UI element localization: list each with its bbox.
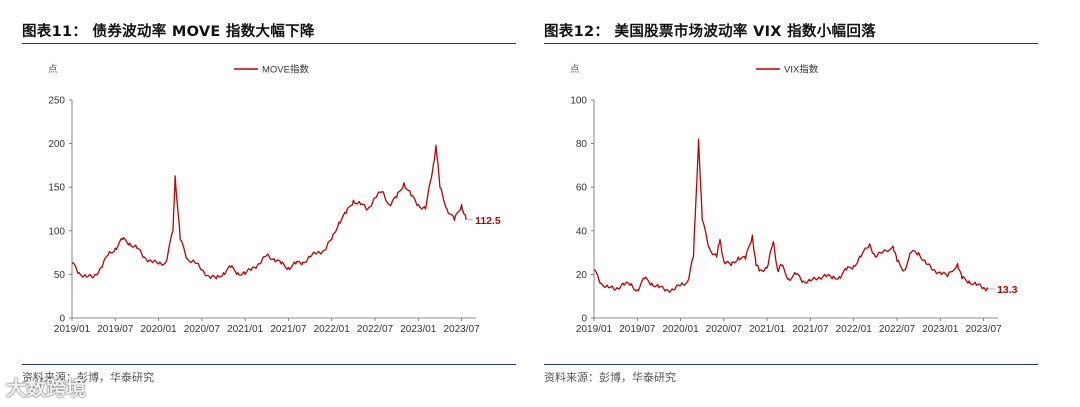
source-divider — [544, 364, 1038, 365]
watermark-logo: 大数跨境 — [6, 376, 86, 400]
x-tick-label: 2019/01 — [54, 324, 91, 335]
chart-title: 图表12： 美国股票市场波动率 VIX 指数小幅回落 — [544, 24, 876, 40]
legend: MOVE指数 — [234, 64, 309, 76]
x-tick-label: 2021/01 — [749, 324, 786, 335]
x-tick-label: 2020/01 — [140, 324, 177, 335]
y-tick-label: 20 — [576, 270, 588, 281]
x-tick-label: 2022/07 — [357, 324, 394, 335]
x-tick-label: 2019/07 — [97, 324, 134, 335]
y-tick-label: 60 — [576, 183, 588, 194]
source-note: 资料来源：彭博，华泰研究 — [544, 371, 676, 384]
y-tick-label: 100 — [48, 226, 65, 237]
x-tick-label: 2021/07 — [270, 324, 307, 335]
y-tick-label: 0 — [581, 314, 587, 325]
y-tick-label: 80 — [576, 139, 588, 150]
unit-label: 点 — [570, 64, 580, 75]
x-tick-label: 2019/07 — [619, 324, 656, 335]
source-note: 资料来源：彭博，华泰研究 — [22, 371, 154, 384]
title-divider — [22, 43, 516, 44]
x-tick-label: 2021/07 — [792, 324, 829, 335]
x-tick-label: 2022/01 — [836, 324, 873, 335]
unit-label: 点 — [48, 64, 58, 75]
vix-chart: 点 VIX指数 0 20 40 60 80 100 2019/01 2019/07 2020/01 2… — [570, 64, 1018, 336]
y-tick-label: 0 — [59, 314, 65, 325]
move-chart: 点 MOVE指数 0 50 100 150 200 250 2019/01 2019/07 2020… — [48, 64, 501, 336]
legend: VIX指数 — [756, 64, 819, 76]
x-tick-label: 2020/07 — [706, 324, 743, 335]
y-tick-label: 200 — [48, 139, 65, 150]
legend-label: VIX指数 — [784, 64, 819, 76]
x-tick-label: 2023/01 — [922, 324, 959, 335]
y-tick-label: 250 — [48, 96, 65, 107]
move-chart-panel: 图表11： 债券波动率 MOVE 指数大幅下降 点 MOVE指数 0 50 100 150… — [22, 0, 516, 407]
title-divider — [544, 43, 1038, 44]
y-tick-label: 50 — [54, 270, 66, 281]
x-tick-label: 2023/07 — [443, 324, 480, 335]
legend-label: MOVE指数 — [262, 64, 309, 76]
x-tick-label: 2020/01 — [662, 324, 699, 335]
y-tick-label: 150 — [48, 183, 65, 194]
source-divider — [22, 364, 516, 365]
x-tick-label: 2022/07 — [879, 324, 916, 335]
series-line — [71, 144, 467, 280]
x-tick-label: 2023/07 — [965, 324, 1002, 335]
end-value-label: 13.3 — [997, 284, 1018, 296]
end-value-label: 112.5 — [475, 215, 501, 227]
x-tick-label: 2020/07 — [184, 324, 221, 335]
x-tick-label: 2021/01 — [227, 324, 264, 335]
y-tick-label: 100 — [570, 96, 587, 107]
chart-title: 图表11： 债券波动率 MOVE 指数大幅下降 — [22, 24, 315, 40]
x-tick-label: 2019/01 — [576, 324, 613, 335]
series-line — [593, 138, 989, 293]
vix-chart-panel: 图表12： 美国股票市场波动率 VIX 指数小幅回落 点 VIX指数 0 20 40 60… — [544, 0, 1038, 407]
x-tick-label: 2022/01 — [314, 324, 351, 335]
x-tick-label: 2023/01 — [400, 324, 437, 335]
y-tick-label: 40 — [576, 226, 588, 237]
